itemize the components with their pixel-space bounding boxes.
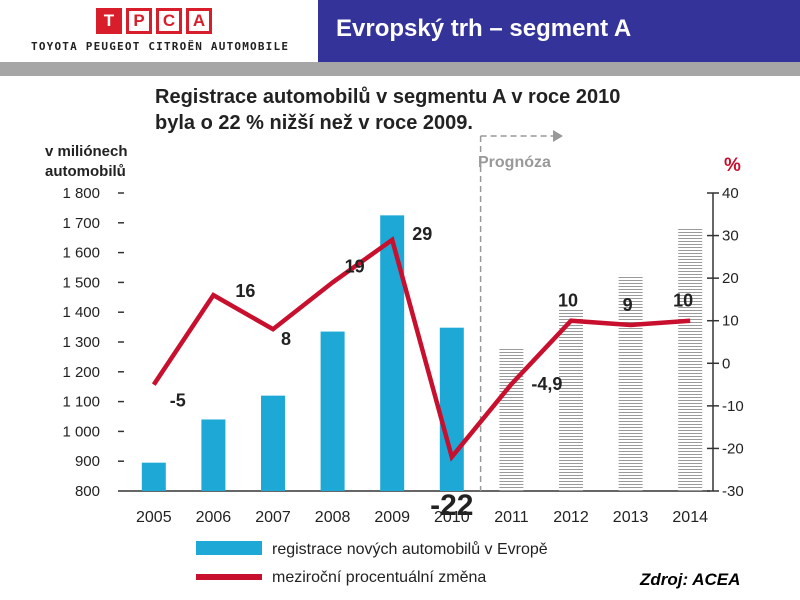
x-axis-tick-label: 2006 (196, 509, 232, 526)
page-title: Evropský trh – segment A (336, 15, 632, 42)
change-data-label: 9 (623, 295, 633, 315)
forecast-bar (678, 228, 703, 491)
change-data-label: 16 (235, 281, 255, 301)
x-axis-tick-label: 2010 (434, 509, 470, 526)
chart-title-line1: Registrace automobilů v segmentu A v roc… (155, 86, 620, 108)
left-axis-tick-label: 1 700 (62, 215, 100, 232)
forecast-bar (618, 274, 643, 491)
change-data-label: -5 (170, 391, 186, 411)
right-axis-tick-label: -30 (722, 483, 744, 500)
x-axis-tick-label: 2013 (613, 509, 649, 526)
x-axis-tick-label: 2009 (374, 509, 410, 526)
right-axis-tick-label: -10 (722, 398, 744, 415)
right-axis-tick-label: 10 (722, 313, 739, 330)
change-data-label: 29 (412, 224, 432, 244)
header-banner: Evropský trh – segment A (318, 0, 800, 62)
x-axis-tick-label: 2012 (553, 509, 589, 526)
logo-letter-a: A (186, 8, 212, 34)
registration-bar (141, 462, 166, 491)
right-axis-tick-label: 40 (722, 185, 739, 202)
change-data-label: 19 (345, 256, 365, 276)
left-axis-tick-label: 1 000 (62, 423, 100, 440)
chart: Registrace automobilů v segmentu A v roc… (45, 86, 744, 586)
left-axis-tick-label: 1 100 (62, 394, 100, 411)
legend-swatch-bars (196, 541, 262, 555)
header-logo-area: T P C A TOYOTA PEUGEOT CITROËN AUTOMOBIL… (0, 0, 318, 62)
change-data-label: 8 (281, 329, 291, 349)
left-axis-tick-label: 1 400 (62, 304, 100, 321)
left-axis-tick-label: 1 200 (62, 364, 100, 381)
left-axis-label-line2: automobilů (45, 163, 126, 180)
right-axis-tick-label: 20 (722, 270, 739, 287)
x-axis-tick-label: 2005 (136, 509, 172, 526)
x-axis-tick-label: 2011 (494, 509, 529, 526)
right-axis-tick-label: -20 (722, 440, 744, 457)
forecast-bar (499, 347, 524, 491)
logo-letter-c: C (156, 8, 182, 34)
registration-bar (261, 395, 285, 491)
left-axis-tick-label: 900 (75, 453, 100, 470)
left-axis-tick-label: 800 (75, 483, 100, 500)
right-axis-label: % (724, 155, 741, 176)
registration-bar (439, 327, 464, 491)
forecast-arrow-head (553, 130, 563, 142)
legend-swatch-line (196, 574, 262, 580)
forecast-label: Prognóza (478, 154, 551, 171)
registration-bar (320, 331, 345, 491)
left-axis-label-line1: v miliónech (45, 143, 128, 160)
registration-bar (380, 215, 405, 491)
x-axis-tick-label: 2007 (255, 509, 291, 526)
x-axis-tick-label: 2008 (315, 509, 351, 526)
tpca-logo: T P C A (96, 8, 212, 34)
change-data-label: 10 (673, 291, 693, 311)
left-axis-tick-label: 1 800 (62, 185, 100, 202)
logo-subtitle: TOYOTA PEUGEOT CITROËN AUTOMOBILE (31, 40, 290, 53)
source-note: Zdroj: ACEA (640, 570, 741, 589)
legend-label-line: meziroční procentuální změna (272, 569, 486, 586)
left-axis-tick-label: 1 600 (62, 245, 100, 262)
chart-title-line2: byla o 22 % nižší než v roce 2009. (155, 112, 473, 134)
logo-letter-t: T (96, 8, 122, 34)
left-axis-tick-label: 1 500 (62, 274, 100, 291)
header-divider (0, 62, 800, 76)
left-axis-tick-label: 1 300 (62, 334, 100, 351)
legend-label-bars: registrace nových automobilů v Evropě (272, 540, 548, 558)
registration-bar (201, 419, 226, 491)
x-axis-tick-label: 2014 (672, 509, 708, 526)
right-axis-tick-label: 0 (722, 355, 730, 372)
change-line (151, 236, 691, 462)
right-axis-tick-label: 30 (722, 228, 739, 245)
logo-letter-p: P (126, 8, 152, 34)
forecast-bar (559, 309, 583, 491)
change-data-label: -4,9 (531, 374, 562, 394)
change-data-label: -22 (430, 489, 473, 522)
change-data-label: 10 (558, 291, 578, 311)
